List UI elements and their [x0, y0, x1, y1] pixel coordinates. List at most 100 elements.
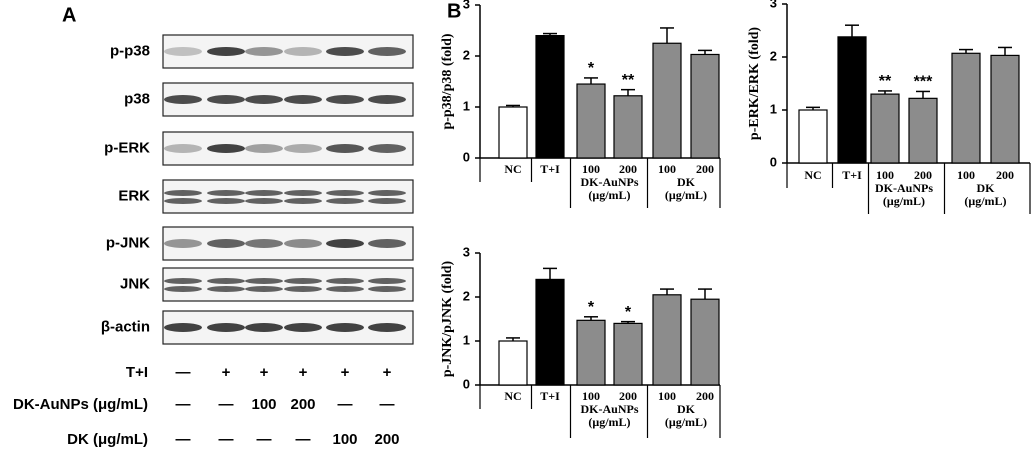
y-tick-label: 0	[463, 376, 470, 391]
y-tick-label: 1	[463, 332, 470, 347]
bar	[576, 319, 606, 386]
bar	[576, 83, 606, 159]
treatment-label: DK (μg/mL)	[67, 431, 148, 448]
band	[284, 47, 322, 56]
treatment-cell: —	[257, 431, 272, 448]
treatment-cell: —	[338, 396, 353, 413]
group-label: DK	[977, 181, 996, 195]
significance: *	[625, 304, 632, 321]
treatment-cell: +	[299, 364, 308, 381]
bar	[498, 340, 528, 386]
y-tick-label: 1	[770, 101, 777, 116]
band	[245, 198, 283, 204]
band	[245, 190, 283, 196]
y-tick-label: 0	[463, 149, 470, 164]
significance: **	[622, 72, 635, 89]
x-tick-label: NC	[804, 168, 821, 182]
band	[284, 286, 322, 292]
band	[326, 95, 364, 104]
group-label: (μg/mL)	[588, 188, 630, 202]
treatment-cell: —	[176, 364, 191, 381]
band	[164, 47, 202, 56]
blot-frame	[162, 267, 414, 302]
bar	[690, 53, 720, 159]
blot-frame	[162, 179, 414, 214]
band	[284, 190, 322, 196]
treatment-cell: 200	[290, 396, 315, 413]
treatment-cell: —	[176, 396, 191, 413]
x-tick-label: T+I	[540, 389, 560, 403]
bar	[535, 278, 565, 386]
band	[207, 47, 245, 56]
band	[245, 239, 283, 248]
treatment-cell: 100	[251, 396, 276, 413]
y-axis-label: p-ERK/ERK (fold)	[747, 27, 762, 141]
band	[284, 95, 322, 104]
treatment-cell: +	[383, 364, 392, 381]
blot-label: JNK	[120, 275, 150, 292]
band	[164, 278, 202, 284]
band	[326, 278, 364, 284]
group-label: DK	[677, 402, 696, 416]
band	[164, 286, 202, 292]
band	[164, 144, 202, 153]
group-label: DK-AuNPs	[875, 181, 933, 195]
bar	[613, 95, 643, 159]
band	[284, 144, 322, 153]
treatment-cell: +	[260, 364, 269, 381]
bar	[690, 298, 720, 386]
x-tick-label: NC	[504, 389, 521, 403]
bar	[535, 34, 565, 159]
blot-label: ERK	[118, 187, 150, 204]
band	[368, 198, 406, 204]
bar	[498, 106, 528, 159]
treatment-cell: —	[219, 396, 234, 413]
band	[207, 95, 245, 104]
x-tick-label: 200	[696, 162, 714, 176]
significance: *	[588, 299, 595, 316]
band	[245, 47, 283, 56]
band	[326, 239, 364, 248]
blot-label: p-JNK	[106, 234, 150, 251]
treatment-cell: +	[222, 364, 231, 381]
y-axis-label: p-p38/p38 (fold)	[440, 33, 455, 129]
band	[245, 95, 283, 104]
band	[164, 190, 202, 196]
group-label: DK-AuNPs	[580, 175, 638, 189]
band	[326, 47, 364, 56]
y-tick-label: 3	[770, 0, 777, 10]
x-tick-label: 100	[582, 389, 600, 403]
bar	[652, 42, 682, 159]
significance: **	[879, 73, 892, 90]
band	[326, 286, 364, 292]
significance: *	[588, 60, 595, 77]
bar	[870, 93, 900, 164]
band	[207, 190, 245, 196]
band	[284, 323, 322, 332]
band	[207, 278, 245, 284]
blot-label: p-p38	[110, 42, 150, 59]
band	[368, 278, 406, 284]
band	[245, 144, 283, 153]
x-tick-label: 200	[619, 162, 637, 176]
treatment-cell: —	[176, 431, 191, 448]
group-label: (μg/mL)	[964, 194, 1006, 208]
treatment-cell: —	[219, 431, 234, 448]
band	[326, 323, 364, 332]
band	[245, 278, 283, 284]
band	[284, 198, 322, 204]
x-tick-label: 200	[696, 389, 714, 403]
band	[284, 239, 322, 248]
band	[245, 286, 283, 292]
x-tick-label: 100	[658, 389, 676, 403]
bar	[990, 54, 1020, 164]
x-tick-label: T+I	[842, 168, 862, 182]
band	[368, 144, 406, 153]
band	[368, 190, 406, 196]
x-tick-label: 200	[996, 168, 1014, 182]
y-tick-label: 2	[463, 288, 470, 303]
group-label: DK-AuNPs	[580, 402, 638, 416]
treatment-cell: —	[380, 396, 395, 413]
bar	[652, 294, 682, 386]
band	[207, 239, 245, 248]
